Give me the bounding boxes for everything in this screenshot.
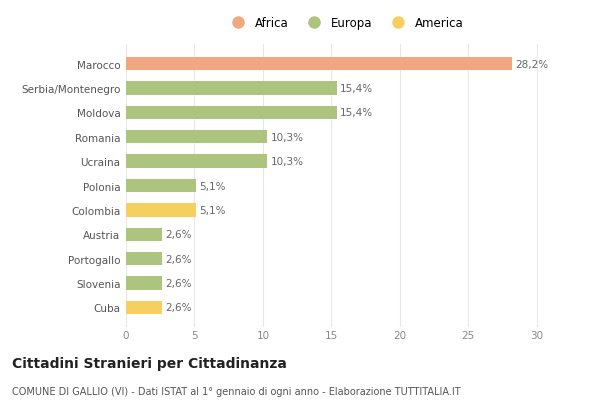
Bar: [126, 301, 161, 315]
Text: 2,6%: 2,6%: [165, 303, 191, 312]
Bar: [126, 58, 512, 71]
Bar: [126, 82, 337, 96]
Text: 15,4%: 15,4%: [340, 84, 373, 94]
Bar: [126, 180, 196, 193]
Text: 2,6%: 2,6%: [165, 254, 191, 264]
Bar: [126, 252, 161, 266]
Text: 5,1%: 5,1%: [199, 181, 226, 191]
Bar: [126, 228, 161, 241]
Text: 2,6%: 2,6%: [165, 230, 191, 240]
Text: 28,2%: 28,2%: [515, 60, 548, 70]
Text: 15,4%: 15,4%: [340, 108, 373, 118]
Text: 10,3%: 10,3%: [271, 157, 304, 167]
Bar: [126, 204, 196, 217]
Text: COMUNE DI GALLIO (VI) - Dati ISTAT al 1° gennaio di ogni anno - Elaborazione TUT: COMUNE DI GALLIO (VI) - Dati ISTAT al 1°…: [12, 387, 461, 396]
Text: 5,1%: 5,1%: [199, 205, 226, 216]
Legend: Africa, Europa, America: Africa, Europa, America: [226, 17, 464, 30]
Bar: [126, 276, 161, 290]
Bar: [126, 106, 337, 120]
Text: Cittadini Stranieri per Cittadinanza: Cittadini Stranieri per Cittadinanza: [12, 356, 287, 370]
Bar: [126, 131, 267, 144]
Text: 10,3%: 10,3%: [271, 133, 304, 142]
Bar: [126, 155, 267, 169]
Text: 2,6%: 2,6%: [165, 279, 191, 288]
